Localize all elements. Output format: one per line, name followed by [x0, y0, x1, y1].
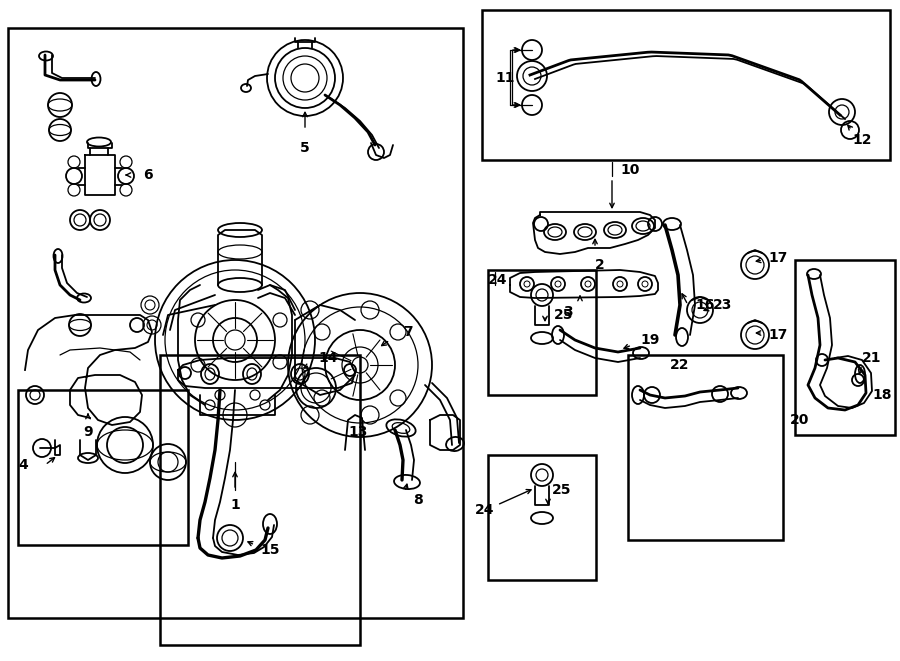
Text: 19: 19	[640, 333, 660, 347]
Text: 17: 17	[769, 328, 788, 342]
Text: 15: 15	[260, 543, 280, 557]
Text: 16: 16	[696, 298, 715, 312]
Text: 13: 13	[348, 425, 368, 439]
Text: 24: 24	[475, 503, 495, 517]
Bar	[488, 455, 596, 580]
Text: 2: 2	[595, 258, 605, 272]
Text: 23: 23	[714, 298, 733, 312]
Text: 7: 7	[403, 325, 413, 339]
Text: 6: 6	[143, 168, 153, 182]
Text: 8: 8	[413, 493, 423, 507]
Text: 24: 24	[488, 273, 508, 287]
Bar	[488, 270, 596, 395]
Text: 11: 11	[495, 71, 515, 85]
Text: 5: 5	[300, 141, 310, 155]
Bar	[628, 355, 783, 540]
Text: 17: 17	[769, 251, 788, 265]
Text: 10: 10	[620, 163, 640, 177]
Bar	[482, 10, 890, 160]
Text: 25: 25	[554, 308, 574, 322]
Text: 9: 9	[83, 425, 93, 439]
Bar	[160, 355, 360, 645]
Bar	[795, 260, 895, 435]
Text: 3: 3	[563, 305, 572, 319]
Bar	[18, 390, 188, 545]
Text: 20: 20	[790, 413, 810, 427]
Text: 4: 4	[18, 458, 28, 472]
Text: 14: 14	[319, 351, 338, 365]
Text: 18: 18	[872, 388, 892, 402]
Text: 25: 25	[553, 483, 572, 497]
Text: 22: 22	[670, 358, 689, 372]
Text: 1: 1	[230, 498, 240, 512]
Text: 12: 12	[852, 133, 872, 147]
Text: 21: 21	[862, 351, 882, 365]
Bar	[8, 28, 463, 618]
